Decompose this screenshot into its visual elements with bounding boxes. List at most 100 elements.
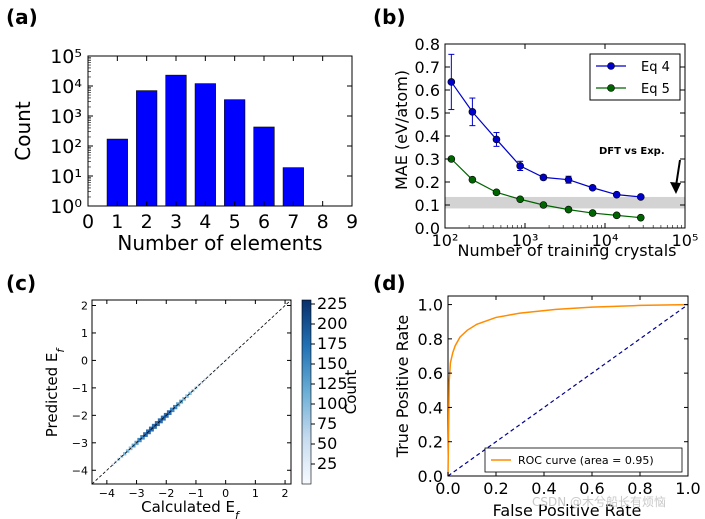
bar-4 (194, 83, 216, 207)
d-xtick-label: 0.0 (435, 479, 460, 498)
b-ytick-label: 0.0 (415, 219, 440, 238)
d-xtick-label: 0.2 (483, 479, 508, 498)
chart-b-legend: Eq 4 Eq 5 (589, 53, 681, 101)
a-xtick-label: 4 (199, 211, 211, 233)
a-ytick-label: 10² (50, 136, 82, 158)
density-cell (157, 418, 163, 424)
chart-c-diagonal (91, 299, 292, 485)
c-cbar-tick-label: 25 (317, 454, 337, 473)
a-xtick-label: 8 (317, 211, 329, 233)
d-ytick-label: 0.4 (418, 398, 443, 417)
b-xtick-label: 10² (432, 231, 459, 250)
chart-c-ylabel: Predicted Ef (43, 347, 67, 438)
density-cell (233, 351, 236, 354)
c-xtick-label: −4 (99, 487, 115, 500)
b-ytick-label: 0.2 (415, 173, 440, 192)
density-cell (200, 381, 204, 384)
chart-b-annotation: DFT vs Exp. (599, 146, 665, 157)
density-cell (215, 367, 218, 370)
b-ytick-label: 0.3 (415, 150, 440, 169)
b-ytick-label: 0.6 (415, 81, 440, 100)
c-cbar-tick-label: 50 (317, 434, 337, 453)
a-xtick-label: 2 (141, 211, 153, 233)
data-point (516, 195, 524, 204)
chart-a-xlabel: Number of elements (117, 231, 322, 255)
a-xtick-label: 7 (287, 211, 299, 233)
chart-d-legend: ROC curve (area = 0.95) (484, 447, 683, 473)
legend-marker-eq4 (607, 62, 615, 70)
density-cell (125, 449, 130, 453)
a-xtick-label: 3 (170, 211, 182, 233)
density-cell (123, 452, 127, 456)
chart-d-legend-box (484, 447, 683, 473)
a-ytick-label: 10⁵ (50, 46, 82, 68)
a-ytick-label: 10¹ (50, 166, 82, 188)
panel-label-c: (c) (6, 271, 36, 295)
chance-line (447, 304, 689, 477)
bar-6 (253, 126, 275, 207)
d-ytick-label: 1.0 (418, 296, 443, 315)
density-cell (169, 407, 175, 413)
b-ytick-label: 0.5 (415, 104, 440, 123)
c-ytick-label: −2 (72, 409, 88, 422)
data-point (492, 135, 501, 144)
density-cell (151, 423, 157, 429)
data-point (636, 193, 645, 201)
c-cbar-tick-label: 150 (317, 354, 348, 373)
a-xtick-label: 6 (258, 211, 270, 233)
chart-b: 10² 10³ 10⁴ 10⁵ 0.0 0.1 0.2 0.3 0.4 0.5 0.6 0.7 0.8… (392, 35, 698, 260)
chart-b-ylabel: MAE (eV/atom) (392, 70, 411, 190)
data-point (564, 205, 573, 214)
d-xtick-label: 1.0 (675, 479, 700, 498)
density-cell (236, 348, 239, 351)
data-point (468, 175, 477, 184)
a-ytick-label: 10⁴ (50, 76, 82, 98)
c-ytick-label: −3 (72, 437, 88, 450)
panel-label-a: (a) (6, 5, 38, 29)
density-cell (218, 364, 221, 367)
density-cell (203, 378, 207, 381)
chart-b-legend-box (589, 53, 681, 101)
chart-c-ylabel-text: Predicted E (43, 353, 61, 438)
chart-b-annotation-arrow (675, 159, 681, 187)
d-xtick-label: 0.6 (579, 479, 604, 498)
d-xtick-label: 0.8 (627, 479, 652, 498)
data-point (516, 162, 524, 170)
chart-c-colorbar (301, 299, 312, 485)
a-xtick-label: 9 (346, 211, 358, 233)
b-xtick-label: 10³ (512, 231, 539, 250)
a-xtick-label: 1 (111, 211, 123, 233)
b-ytick-label: 0.7 (415, 58, 440, 77)
density-cell (111, 463, 115, 467)
data-point (636, 213, 645, 222)
panel-label-d: (d) (373, 271, 406, 295)
chart-d-xlabel: False Positive Rate (493, 501, 642, 519)
data-point (447, 78, 456, 86)
b-ytick-label: 0.8 (415, 35, 440, 54)
c-cbar-tick-label: 225 (317, 294, 348, 313)
d-ytick-label: 0.8 (418, 330, 443, 349)
chart-c-xlabel-text: Calculated E (141, 498, 235, 516)
c-xtick-label: −1 (188, 487, 204, 500)
a-xtick-label: 0 (82, 211, 94, 233)
a-xtick-label: 5 (229, 211, 241, 233)
bar-7 (282, 167, 304, 207)
roc-curve (447, 303, 689, 477)
bar-3 (165, 74, 187, 207)
a-ytick-label: 10⁰ (50, 196, 82, 218)
c-cbar-tick-label: 200 (317, 314, 348, 333)
chart-a-frame (87, 55, 353, 207)
data-point (539, 201, 548, 209)
c-xtick-label: −2 (158, 487, 174, 500)
d-ytick-label: 0.6 (418, 364, 443, 383)
c-cbar-tick-label: 75 (317, 414, 337, 433)
c-xtick-label: 2 (282, 487, 289, 500)
data-point (492, 188, 501, 197)
d-xtick-label: 0.4 (531, 479, 556, 498)
c-cbar-tick-label: 125 (317, 374, 348, 393)
c-ytick-label: −1 (72, 382, 88, 395)
legend-label-roc: ROC curve (area = 0.95) (518, 454, 654, 467)
data-point (588, 209, 597, 217)
series-line-1 (450, 158, 641, 219)
